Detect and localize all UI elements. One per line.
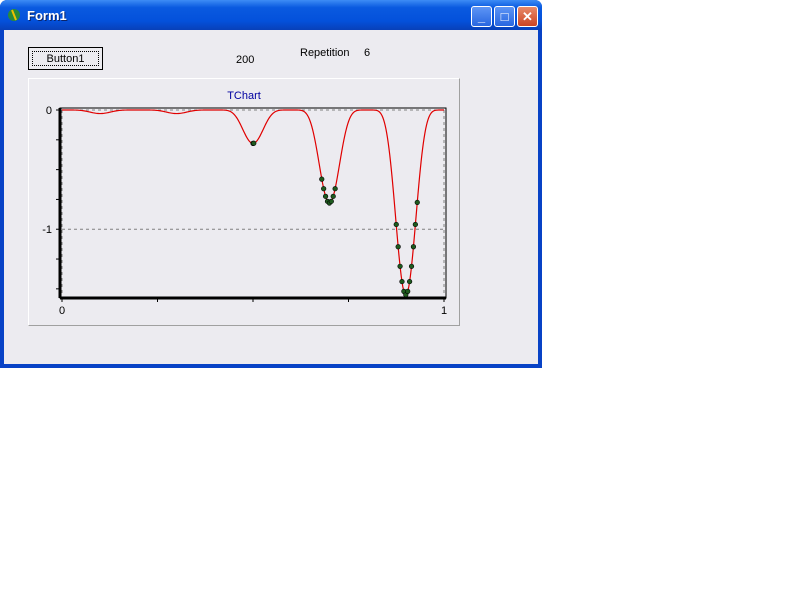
y-tick-label: 0 [46,105,52,117]
series-point [395,244,401,250]
close-icon: ✕ [522,9,533,24]
value-label: 200 [236,54,255,66]
series-point [410,244,417,250]
repetition-label: Repetition [300,47,350,59]
series-point [330,193,336,199]
series-point [407,278,413,285]
chart-svg: TChart 0 -1 0 1 [42,90,447,317]
button1[interactable]: Button1 [28,47,103,70]
maximize-button[interactable]: □ [494,6,515,27]
series-point [414,199,420,206]
x-tick-label: 0 [59,305,65,317]
series-point [393,221,399,228]
series-point [319,176,325,182]
series-point [399,278,405,285]
maximize-icon: □ [500,9,509,24]
series-point [251,140,257,146]
series-point [321,186,327,192]
button1-label: Button1 [32,51,99,66]
tchart[interactable]: TChart 0 -1 0 1 [28,78,460,326]
series-line [62,109,444,296]
series-point [408,263,415,269]
minimize-icon: _ [477,9,486,24]
repetition-value: 6 [364,47,371,59]
series-point [412,221,418,228]
title-bar[interactable]: Form1 _ □ ✕ [0,0,542,30]
series-point [397,263,403,269]
series-point [405,288,411,294]
app-icon [8,9,20,21]
series-point [328,198,334,204]
series-point [322,193,329,199]
form1-window: Form1 _ □ ✕ Button1 200 Repetition 6 TCh… [0,0,542,368]
close-button[interactable]: ✕ [517,6,538,27]
chart-title: TChart [227,90,261,102]
y-tick-label: -1 [42,224,52,236]
form-client-area: Button1 200 Repetition 6 TChart 0 -1 0 1 [4,30,538,364]
series-point [332,186,338,192]
plot-frame [59,107,447,299]
window-title: Form1 [27,8,67,23]
minimize-button[interactable]: _ [471,6,492,27]
x-tick-label: 1 [441,305,447,317]
